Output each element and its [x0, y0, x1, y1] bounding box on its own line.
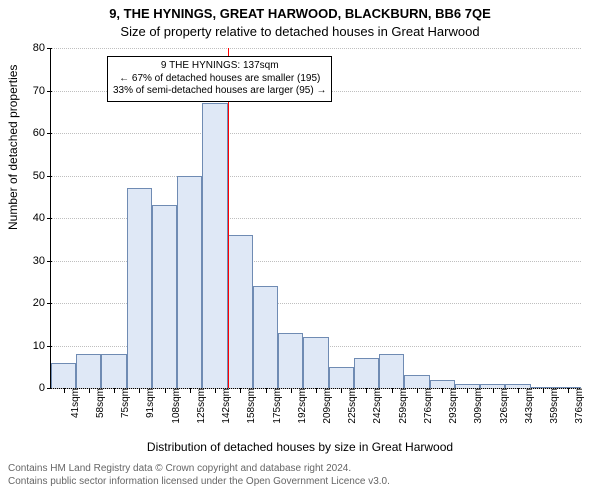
- histogram-bar: [430, 380, 455, 389]
- x-tick-label: 276sqm: [421, 388, 434, 424]
- x-tick-mark: [392, 388, 393, 393]
- histogram-bar: [228, 235, 253, 388]
- x-tick-mark: [366, 388, 367, 393]
- x-tick-label: 293sqm: [446, 388, 459, 424]
- x-tick-label: 75sqm: [118, 388, 131, 418]
- x-tick-label: 192sqm: [295, 388, 308, 424]
- x-axis-label: Distribution of detached houses by size …: [0, 440, 600, 454]
- x-tick-label: 175sqm: [270, 388, 283, 424]
- x-tick-mark: [291, 388, 292, 393]
- gridline: [51, 48, 581, 49]
- y-tick-label: 50: [33, 170, 51, 182]
- histogram-bar: [152, 205, 177, 388]
- annotation-line-1: 9 THE HYNINGS: 137sqm: [113, 60, 326, 73]
- x-tick-mark: [543, 388, 544, 393]
- x-tick-label: 158sqm: [244, 388, 257, 424]
- histogram-bar: [177, 176, 202, 389]
- histogram-bar: [76, 354, 101, 388]
- y-tick-label: 10: [33, 340, 51, 352]
- histogram-bar: [278, 333, 303, 388]
- x-tick-label: 309sqm: [471, 388, 484, 424]
- histogram-bar: [101, 354, 126, 388]
- histogram-bar: [202, 103, 227, 388]
- annotation-line-2: ← 67% of detached houses are smaller (19…: [113, 73, 326, 86]
- x-tick-label: 259sqm: [396, 388, 409, 424]
- x-tick-label: 142sqm: [219, 388, 232, 424]
- y-tick-label: 0: [39, 382, 51, 394]
- plot-area: 0102030405060708041sqm58sqm75sqm91sqm108…: [50, 48, 581, 389]
- gridline: [51, 133, 581, 134]
- x-tick-mark: [316, 388, 317, 393]
- x-tick-mark: [442, 388, 443, 393]
- x-tick-label: 343sqm: [522, 388, 535, 424]
- histogram-bar: [354, 358, 379, 388]
- histogram-bar: [127, 188, 152, 388]
- y-axis-label: Number of detached properties: [6, 65, 20, 230]
- x-tick-label: 58sqm: [93, 388, 106, 418]
- x-tick-mark: [467, 388, 468, 393]
- y-tick-label: 70: [33, 85, 51, 97]
- y-tick-label: 40: [33, 212, 51, 224]
- histogram-bar: [303, 337, 328, 388]
- x-tick-mark: [165, 388, 166, 393]
- x-tick-mark: [89, 388, 90, 393]
- y-tick-label: 80: [33, 42, 51, 54]
- y-tick-label: 30: [33, 255, 51, 267]
- x-tick-label: 359sqm: [547, 388, 560, 424]
- x-tick-label: 125sqm: [194, 388, 207, 424]
- x-tick-mark: [215, 388, 216, 393]
- annotation-box: 9 THE HYNINGS: 137sqm← 67% of detached h…: [107, 56, 332, 102]
- chart-title: 9, THE HYNINGS, GREAT HARWOOD, BLACKBURN…: [0, 6, 600, 21]
- x-tick-mark: [518, 388, 519, 393]
- x-tick-mark: [64, 388, 65, 393]
- x-tick-label: 41sqm: [68, 388, 81, 418]
- x-tick-label: 108sqm: [169, 388, 182, 424]
- histogram-bar: [379, 354, 404, 388]
- histogram-bar: [253, 286, 278, 388]
- x-tick-mark: [493, 388, 494, 393]
- histogram-bar: [404, 375, 429, 388]
- x-tick-label: 209sqm: [320, 388, 333, 424]
- gridline: [51, 176, 581, 177]
- x-tick-mark: [114, 388, 115, 393]
- x-tick-mark: [190, 388, 191, 393]
- footer-line-1: Contains HM Land Registry data © Crown c…: [8, 462, 390, 475]
- x-tick-label: 242sqm: [370, 388, 383, 424]
- histogram-bar: [51, 363, 76, 389]
- annotation-line-3: 33% of semi-detached houses are larger (…: [113, 85, 326, 98]
- x-tick-label: 326sqm: [497, 388, 510, 424]
- histogram-bar: [329, 367, 354, 388]
- footer-line-2: Contains public sector information licen…: [8, 475, 390, 488]
- x-tick-mark: [266, 388, 267, 393]
- x-tick-label: 376sqm: [572, 388, 585, 424]
- x-tick-label: 225sqm: [345, 388, 358, 424]
- y-tick-label: 60: [33, 127, 51, 139]
- x-tick-mark: [417, 388, 418, 393]
- x-tick-mark: [139, 388, 140, 393]
- x-tick-mark: [240, 388, 241, 393]
- chart-subtitle: Size of property relative to detached ho…: [0, 24, 600, 39]
- x-tick-label: 91sqm: [143, 388, 156, 418]
- y-tick-label: 20: [33, 297, 51, 309]
- x-tick-mark: [341, 388, 342, 393]
- x-tick-mark: [568, 388, 569, 393]
